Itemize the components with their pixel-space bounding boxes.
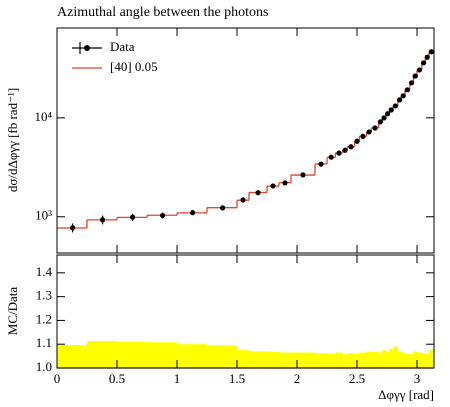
data-point — [385, 111, 391, 117]
legend-label: [40] 0.05 — [110, 59, 158, 74]
band — [359, 352, 367, 368]
data-point — [381, 115, 387, 121]
data-point — [348, 144, 354, 150]
data-point — [397, 97, 403, 103]
band — [315, 353, 328, 368]
band — [117, 341, 148, 368]
data-point — [412, 73, 418, 79]
band — [378, 353, 383, 368]
band — [87, 341, 118, 368]
band — [291, 352, 316, 368]
data-point — [409, 80, 415, 86]
band — [397, 351, 402, 368]
x-tick-label: 0 — [54, 371, 61, 386]
band — [401, 352, 406, 368]
band — [147, 342, 178, 368]
data-point — [428, 49, 435, 55]
data-point — [416, 67, 423, 73]
y-tick-label: 10⁴ — [34, 109, 52, 124]
data-point — [300, 172, 306, 178]
x-tick-label: 2 — [294, 371, 301, 386]
data-point — [190, 210, 196, 216]
band — [385, 351, 390, 368]
data-point — [130, 214, 136, 220]
band — [335, 352, 343, 368]
band — [267, 351, 280, 368]
band — [249, 351, 268, 368]
y-tick-label: 1.4 — [36, 264, 53, 279]
x-axis-label: Δφγγ [rad] — [378, 387, 434, 402]
x-tick-label: 2.5 — [349, 371, 365, 386]
data-point — [255, 190, 261, 196]
data-point — [328, 154, 334, 160]
band — [207, 345, 238, 368]
plot-frame — [56, 27, 435, 254]
band — [177, 344, 208, 368]
data-point — [424, 54, 430, 60]
data-point — [342, 147, 348, 153]
band — [57, 344, 88, 368]
band — [366, 351, 372, 368]
y-tick-label: 1.2 — [36, 311, 52, 326]
band — [389, 348, 394, 368]
data-point — [220, 205, 226, 211]
band — [417, 352, 423, 368]
band — [279, 352, 292, 368]
x-tick-label: 1 — [174, 371, 181, 386]
band — [342, 354, 348, 368]
legend-marker — [84, 45, 90, 51]
data-point — [282, 180, 288, 186]
data-point — [366, 129, 372, 135]
data-point — [100, 217, 106, 223]
data-point — [354, 138, 360, 144]
y-tick-label: 10³ — [35, 208, 52, 223]
band — [413, 351, 418, 368]
band — [237, 350, 250, 368]
y-tick-label: 1.3 — [36, 288, 52, 303]
band — [429, 350, 435, 368]
chart-title: Azimuthal angle between the photons — [57, 5, 269, 20]
plot-frame — [56, 254, 435, 369]
data-point — [270, 183, 276, 189]
band — [405, 353, 411, 368]
data-point — [372, 125, 378, 131]
x-tick-label: 3 — [414, 371, 421, 386]
ratio-y-axis-label: MC/Data — [5, 287, 20, 336]
band — [327, 353, 336, 368]
data-point — [404, 87, 411, 93]
band — [382, 350, 387, 368]
legend-label: Data — [110, 39, 135, 54]
y-axis-label: dσ/dΔφγγ [fb rad⁻¹] — [5, 88, 20, 192]
band — [393, 346, 399, 368]
y-tick-label: 1.1 — [36, 335, 52, 350]
band — [409, 354, 414, 368]
data-point — [160, 212, 166, 219]
data-point — [377, 119, 384, 125]
data-point — [421, 60, 427, 66]
data-point — [388, 107, 394, 113]
x-tick-label: 1.5 — [229, 371, 245, 386]
band — [347, 353, 355, 368]
band — [425, 353, 430, 368]
data-point — [240, 197, 246, 203]
data-point — [392, 103, 399, 109]
data-point — [336, 150, 342, 156]
data-point — [400, 93, 406, 99]
y-tick-label: 1.0 — [36, 359, 52, 374]
x-tick-label: 0.5 — [109, 371, 125, 386]
band — [421, 353, 426, 368]
data-point — [318, 161, 324, 167]
band — [371, 351, 379, 368]
data-point — [360, 133, 366, 139]
data-point — [70, 225, 76, 231]
